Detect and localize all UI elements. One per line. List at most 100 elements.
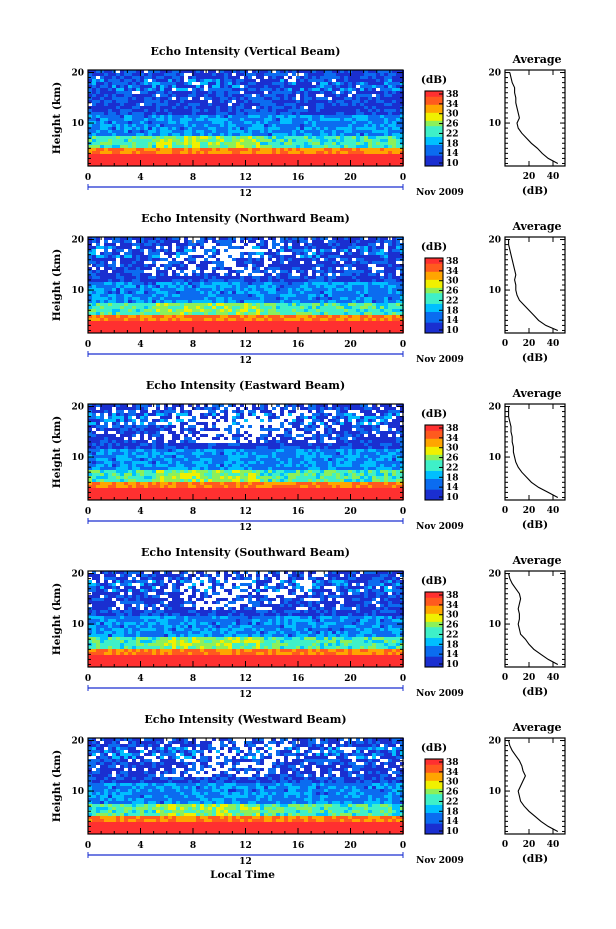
heatmap-cell xyxy=(392,79,396,82)
heatmap-cell xyxy=(356,258,360,261)
heatmap-cell xyxy=(112,112,116,115)
heatmap-cell xyxy=(356,130,360,133)
heatmap-cell xyxy=(176,273,180,276)
heatmap-cell xyxy=(164,288,168,291)
heatmap-cell xyxy=(292,327,296,330)
heatmap-cell xyxy=(272,276,276,279)
heatmap-cell xyxy=(208,151,212,154)
heatmap-cell xyxy=(204,249,208,252)
heatmap-cell xyxy=(284,249,288,252)
heatmap-cell xyxy=(92,82,96,85)
heatmap-cell xyxy=(128,237,132,240)
heatmap-cell xyxy=(228,148,232,151)
heatmap-cell xyxy=(240,315,244,318)
heatmap-cell xyxy=(224,109,228,112)
heatmap-cell xyxy=(204,309,208,312)
heatmap-cell xyxy=(180,70,184,73)
heatmap-cell xyxy=(140,124,144,127)
heatmap-cell xyxy=(348,297,352,300)
heatmap-cell xyxy=(252,285,256,288)
heatmap-cell xyxy=(332,237,336,240)
heatmap-cell xyxy=(180,252,184,255)
heatmap-cell xyxy=(148,133,152,136)
heatmap-cell xyxy=(208,282,212,285)
heatmap-cell xyxy=(272,151,276,154)
heatmap-cell xyxy=(216,139,220,142)
heatmap-cell xyxy=(360,294,364,297)
heatmap-cell xyxy=(152,94,156,97)
heatmap-cell xyxy=(148,148,152,151)
heatmap-cell xyxy=(128,127,132,130)
heatmap-cell xyxy=(144,330,148,333)
heatmap-cell xyxy=(88,154,92,157)
heatmap-cell xyxy=(308,309,312,312)
heatmap-cell xyxy=(164,94,168,97)
heatmap-cell xyxy=(340,309,344,312)
heatmap-cell xyxy=(128,267,132,270)
heatmap-cell xyxy=(148,91,152,94)
heatmap-cell xyxy=(92,163,96,166)
heatmap-cell xyxy=(340,130,344,133)
heatmap-cell xyxy=(196,294,200,297)
heatmap-cell xyxy=(220,91,224,94)
heatmap-cell xyxy=(156,127,160,130)
heatmap-cell xyxy=(152,151,156,154)
heatmap-cell xyxy=(284,115,288,118)
heatmap-cell xyxy=(396,291,400,294)
heatmap-cell xyxy=(104,261,108,264)
heatmap-cell xyxy=(92,88,96,91)
heatmap-cell xyxy=(364,118,368,121)
heatmap-cell xyxy=(144,264,148,267)
heatmap-cell xyxy=(392,315,396,318)
heatmap-cell xyxy=(240,70,244,73)
heatmap-cell xyxy=(240,252,244,255)
heatmap-cell xyxy=(196,79,200,82)
heatmap-cell xyxy=(220,324,224,327)
heatmap-cell xyxy=(200,273,204,276)
heatmap-cell xyxy=(280,324,284,327)
heatmap-cell xyxy=(204,276,208,279)
heatmap-cell xyxy=(260,270,264,273)
heatmap-cell xyxy=(132,318,136,321)
heatmap-cell xyxy=(136,285,140,288)
heatmap-cell xyxy=(152,130,156,133)
heatmap-cell xyxy=(152,240,156,243)
heatmap-cell xyxy=(220,106,224,109)
heatmap-cell xyxy=(148,94,152,97)
heatmap-cell xyxy=(100,297,104,300)
heatmap-cell xyxy=(88,160,92,163)
heatmap-cell xyxy=(320,267,324,270)
heatmap-cell xyxy=(164,112,168,115)
heatmap-cell xyxy=(392,160,396,163)
heatmap-cell xyxy=(192,273,196,276)
heatmap-cell xyxy=(116,82,120,85)
heatmap-cell xyxy=(92,237,96,240)
heatmap-cell xyxy=(284,127,288,130)
heatmap-cell xyxy=(364,273,368,276)
heatmap-cell xyxy=(144,88,148,91)
heatmap-cell xyxy=(232,157,236,160)
heatmap-cell xyxy=(252,252,256,255)
heatmap-cell xyxy=(276,103,280,106)
heatmap-cell xyxy=(208,121,212,124)
heatmap-cell xyxy=(192,94,196,97)
heatmap-cell xyxy=(336,282,340,285)
heatmap-cell xyxy=(280,330,284,333)
heatmap-cell xyxy=(128,306,132,309)
heatmap-cell xyxy=(172,106,176,109)
heatmap-cell xyxy=(204,291,208,294)
heatmap-cell xyxy=(176,288,180,291)
heatmap-cell xyxy=(388,276,392,279)
heatmap-cell xyxy=(344,285,348,288)
heatmap-cell xyxy=(384,91,388,94)
heatmap-cell xyxy=(216,85,220,88)
heatmap-cell xyxy=(160,142,164,145)
heatmap-cell xyxy=(356,276,360,279)
heatmap-cell xyxy=(320,252,324,255)
heatmap-cell xyxy=(384,324,388,327)
heatmap-cell xyxy=(336,297,340,300)
heatmap-cell xyxy=(220,237,224,240)
heatmap-cell xyxy=(112,109,116,112)
heatmap-cell xyxy=(220,330,224,333)
heatmap-cell xyxy=(188,276,192,279)
